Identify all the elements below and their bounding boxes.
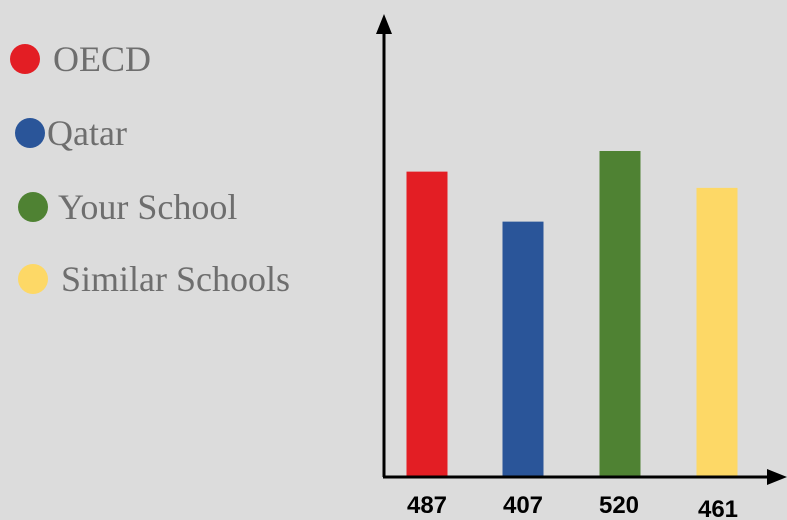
legend-item-qatar: Qatar (15, 115, 127, 151)
axes-group (376, 14, 787, 485)
bars-group (406, 151, 738, 476)
value-label-your-school: 520 (599, 492, 639, 519)
legend-marker-your-school (18, 192, 48, 222)
legend-label-qatar: Qatar (47, 113, 127, 153)
legend-item-your-school: Your School (18, 189, 237, 225)
legend-label-similar-schools: Similar Schools (61, 259, 291, 299)
chart-legend: OECD Qatar Your School Similar Schools (0, 0, 360, 330)
legend-label-your-school: Your School (58, 187, 238, 227)
value-label-qatar: 407 (503, 492, 543, 519)
legend-marker-qatar (15, 118, 45, 148)
legend-label-oecd: OECD (53, 39, 151, 79)
x-axis-arrow-icon (767, 469, 787, 485)
value-label-oecd: 487 (407, 492, 447, 519)
legend-marker-similar-schools (18, 264, 48, 294)
legend-item-similar-schools: Similar Schools (18, 261, 290, 297)
bar-your-school (599, 151, 641, 476)
bar-oecd (406, 171, 448, 476)
y-axis-arrow-icon (376, 14, 392, 34)
bar-qatar (502, 221, 544, 476)
legend-item-oecd: OECD (10, 41, 151, 77)
value-labels-group: 487 407 520 461 (407, 492, 738, 520)
legend-marker-oecd (10, 44, 40, 74)
bar-similar-schools (696, 187, 738, 476)
value-label-similar-schools: 461 (698, 496, 738, 520)
